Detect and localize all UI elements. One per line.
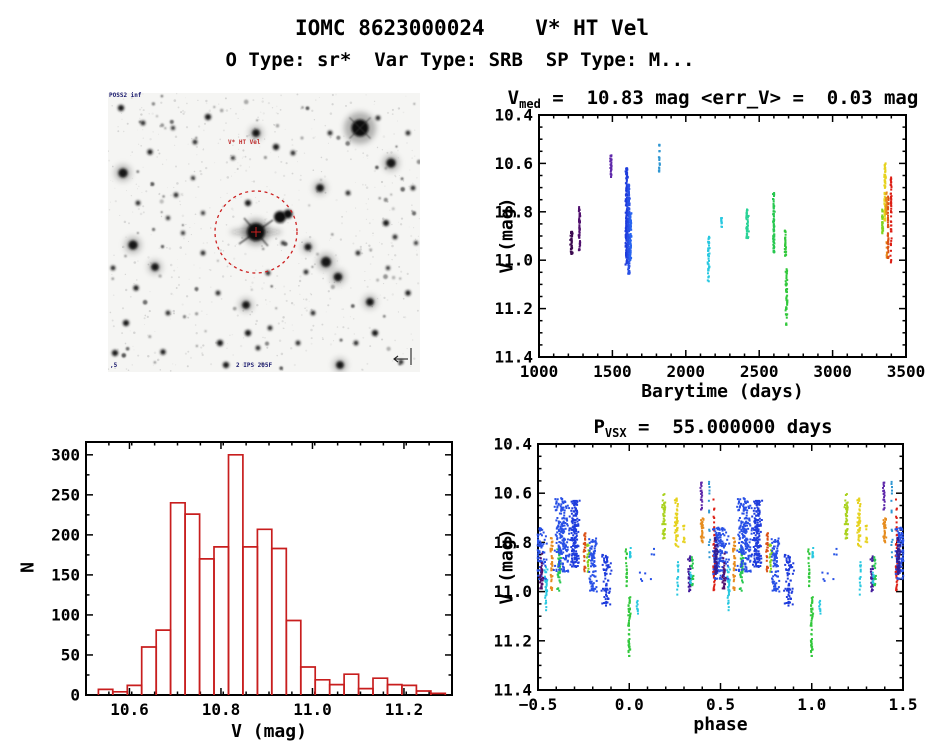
lightcurve-yaxis-label: V (mag) <box>496 197 518 274</box>
phase-yaxis-label: V (mag) <box>496 528 518 605</box>
finder-scale-label: ,5 <box>110 362 118 369</box>
phase-title-subscript: VSX <box>604 426 627 440</box>
svg-text:10.4: 10.4 <box>494 106 533 125</box>
data-points <box>536 480 905 657</box>
lightcurve-xaxis-label: Barytime (days) <box>641 381 804 402</box>
svg-text:10.6: 10.6 <box>493 484 532 503</box>
phase-title-base: P <box>593 416 605 438</box>
svg-text:1.0: 1.0 <box>797 695 826 714</box>
starfield-image <box>108 93 420 372</box>
faint-stars <box>111 94 420 371</box>
page-subtitle: O Type: sr* Var Type: SRB SP Type: M... <box>225 49 695 71</box>
svg-text:150: 150 <box>51 565 80 584</box>
finder-plate-label: 2 IPS 205F <box>236 362 273 369</box>
histogram-plot: 10.6 10.8 11.0 11.2 0 50 100 150 200 250 300 <box>51 441 453 719</box>
page-title: IOMC 8623000024 V* HT Vel <box>294 16 649 40</box>
histogram-bars <box>97 453 447 695</box>
svg-text:1.5: 1.5 <box>889 695 918 714</box>
phase-plot: −0.5 0.0 0.5 1.0 1.5 10.4 10.6 10.8 11.0 11.2 11.4 <box>493 435 917 715</box>
finder-survey-label: POSS2 inf <box>109 92 142 99</box>
finder-target-label: V* HT Vel <box>228 139 261 146</box>
svg-text:100: 100 <box>51 605 80 624</box>
svg-text:0: 0 <box>70 686 80 705</box>
svg-text:−0.5: −0.5 <box>519 695 558 714</box>
bright-star <box>344 112 376 144</box>
axis-ticks <box>537 443 904 691</box>
svg-text:250: 250 <box>51 485 80 504</box>
svg-text:11.4: 11.4 <box>494 348 533 367</box>
stars <box>110 104 418 372</box>
axis-ticks <box>538 114 907 358</box>
finder-chart: POSS2 inf V* HT Vel 2 IPS 205F ,5 <box>108 93 420 372</box>
target-marker-circle <box>214 190 298 274</box>
axes-frame <box>538 114 907 358</box>
svg-text:0.5: 0.5 <box>706 695 735 714</box>
svg-text:0.0: 0.0 <box>615 695 644 714</box>
data-points <box>569 143 893 326</box>
tick-labels: 10.6 10.8 11.0 11.2 0 50 100 150 200 250 300 <box>51 445 423 719</box>
svg-text:10.8: 10.8 <box>202 700 241 719</box>
axis-ticks <box>85 442 453 696</box>
phase-title-rest: = 55.000000 days <box>626 416 833 438</box>
svg-text:11.2: 11.2 <box>385 700 424 719</box>
svg-text:2000: 2000 <box>667 362 706 381</box>
svg-text:11.0: 11.0 <box>494 251 533 270</box>
lightcurve-plot: 1000 1500 2000 2500 3000 3500 10.4 10.6 10.8 11.0… <box>494 106 925 382</box>
svg-text:11.0: 11.0 <box>293 700 332 719</box>
phase-title: PVSX = 55.000000 days <box>482 416 944 440</box>
lightcurve-title-base: V <box>507 87 520 109</box>
svg-text:2500: 2500 <box>740 362 779 381</box>
svg-text:10.6: 10.6 <box>110 700 149 719</box>
svg-text:10.8: 10.8 <box>494 202 533 221</box>
svg-text:11.4: 11.4 <box>493 681 532 700</box>
svg-text:10.4: 10.4 <box>493 435 532 454</box>
svg-text:1500: 1500 <box>593 362 632 381</box>
histogram-xaxis-label: V (mag) <box>231 721 307 742</box>
phase-xaxis-label: phase <box>693 714 748 735</box>
svg-text:200: 200 <box>51 525 80 544</box>
lightcurve-title-subscript: med <box>519 97 541 111</box>
svg-text:50: 50 <box>61 645 80 664</box>
lightcurve-title-rest: = 10.83 mag <err_V> = 0.03 mag <box>540 87 919 109</box>
svg-text:11.2: 11.2 <box>494 299 533 318</box>
svg-text:10.8: 10.8 <box>493 533 532 552</box>
svg-text:300: 300 <box>51 445 80 464</box>
histogram-yaxis-label: N <box>17 562 39 573</box>
lightcurve-title: Vmed = 10.83 mag <err_V> = 0.03 mag <box>482 87 944 111</box>
svg-text:11.2: 11.2 <box>493 631 532 650</box>
tick-labels: −0.5 0.0 0.5 1.0 1.5 10.4 10.6 10.8 11.0 11.2 11.4 <box>493 435 917 715</box>
svg-text:3000: 3000 <box>813 362 852 381</box>
svg-text:3500: 3500 <box>887 362 926 381</box>
svg-text:1000: 1000 <box>520 362 559 381</box>
svg-text:10.6: 10.6 <box>494 154 533 173</box>
compass-icon <box>393 348 412 365</box>
axes-frame <box>537 443 904 691</box>
tick-labels: 1000 1500 2000 2500 3000 3500 10.4 10.6 10.8 11.0… <box>494 106 925 382</box>
svg-text:11.0: 11.0 <box>493 582 532 601</box>
